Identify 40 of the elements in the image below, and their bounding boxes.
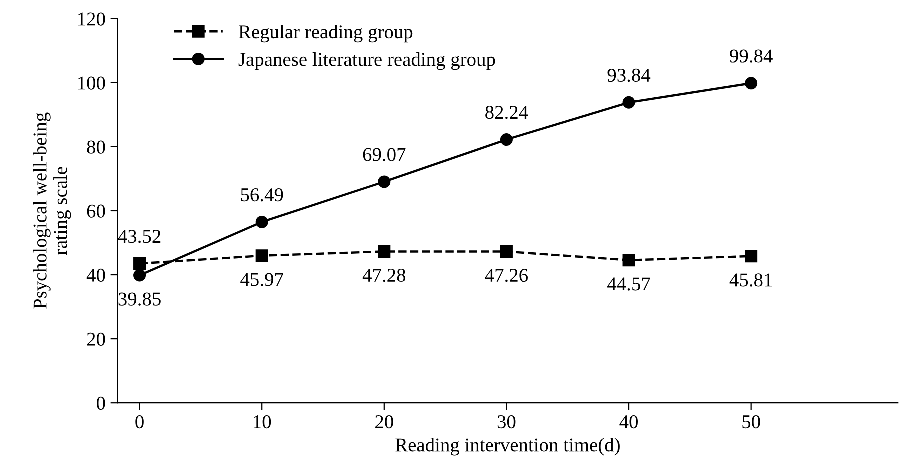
point — [256, 216, 268, 228]
point — [378, 176, 391, 188]
y-tick-label: 20 — [87, 332, 106, 346]
x-tick-label: 50 — [742, 415, 760, 429]
point — [134, 258, 146, 270]
data-label: 39.85 — [118, 292, 161, 306]
point — [745, 77, 758, 90]
data-label: 82.24 — [486, 106, 528, 120]
y-tick-label: 40 — [86, 268, 106, 282]
point — [622, 96, 636, 109]
data-label: 56.49 — [241, 188, 284, 202]
point — [745, 250, 758, 263]
point — [622, 254, 636, 267]
point — [256, 250, 268, 262]
x-tick-label: 40 — [620, 415, 638, 429]
y-tick-label: 100 — [78, 76, 106, 90]
x-axis-title: Reading intervention time(d) — [396, 438, 620, 456]
x-tick-label: 30 — [498, 415, 516, 429]
data-label: 45.81 — [730, 274, 772, 287]
point — [500, 134, 513, 146]
data-label: 69.07 — [363, 148, 406, 162]
x-tick-label: 10 — [254, 415, 272, 429]
data-label: 99.84 — [730, 50, 773, 63]
data-label: 47.28 — [362, 268, 406, 282]
point — [500, 246, 513, 258]
y-tick-label: 80 — [87, 140, 106, 154]
y-tick-label: 0 — [96, 396, 106, 410]
point — [378, 245, 391, 258]
data-label: 47.26 — [485, 269, 528, 282]
legend-label: Japanese literature reading group — [238, 52, 496, 70]
y-tick-label: 120 — [78, 12, 106, 26]
legend-label: Regular reading group — [239, 24, 413, 43]
x-tick-label: 20 — [376, 415, 394, 429]
data-label: 45.97 — [240, 273, 284, 286]
y-axis-title: Psychological well-being rating scale — [33, 112, 72, 309]
y-tick-label: 60 — [87, 204, 106, 218]
x-tick-label: 0 — [136, 415, 144, 429]
data-label: 93.84 — [608, 68, 651, 82]
data-label: 44.57 — [608, 278, 650, 291]
point — [134, 269, 146, 282]
